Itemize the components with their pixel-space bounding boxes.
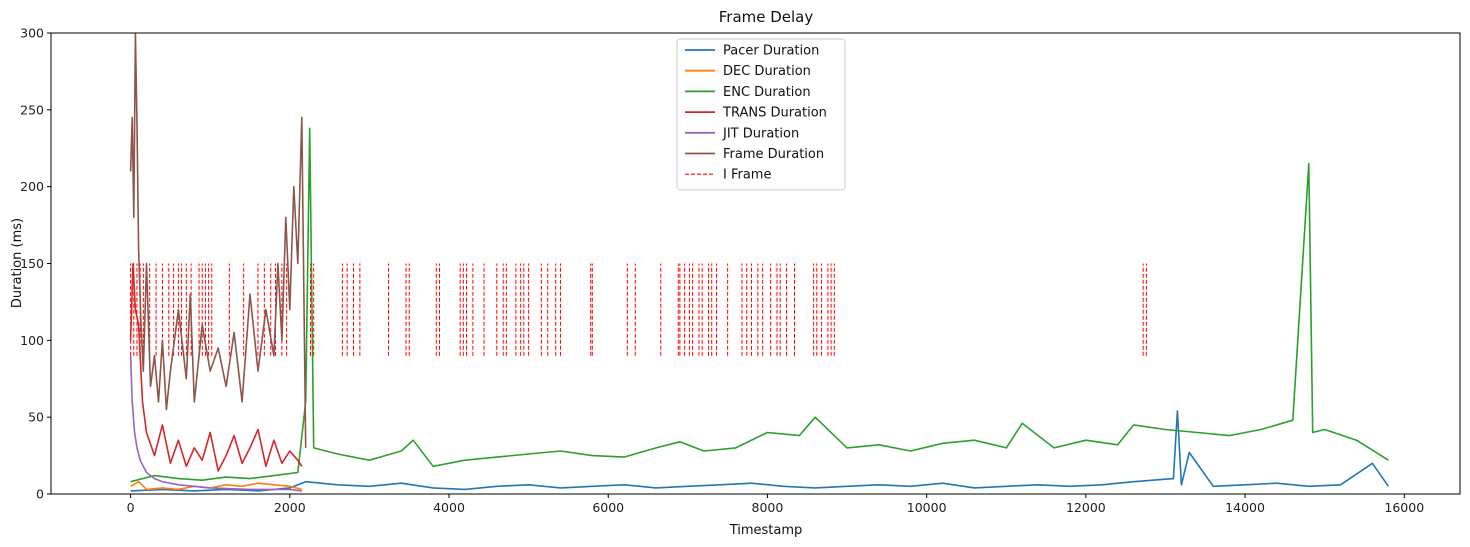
legend-label-4: JIT Duration [722,126,799,141]
x-tick-label-8: 16000 [1384,500,1424,515]
y-axis-label: Duration (ms) [10,218,25,308]
series-line-trans-duration [129,262,303,472]
legend-label-3: TRANS Duration [722,106,827,121]
y-axis: 0 50 100 150 200 250 300 [20,26,51,502]
x-tick-label-1: 2000 [274,500,306,515]
y-tick-label-3: 150 [20,256,44,271]
y-tick-label-4: 200 [20,179,44,194]
y-tick-label-1: 50 [28,410,44,425]
x-tick-label-0: 0 [127,500,135,515]
x-axis-label: Timestamp [729,523,803,538]
legend-label-5: Frame Duration [723,147,824,162]
y-tick-label-0: 0 [36,487,44,502]
legend: Pacer Duration DEC Duration ENC Duration TR… [676,38,846,191]
plot-area [129,33,1390,492]
x-tick-label-3: 6000 [592,500,624,515]
series-line-pacer-duration [130,410,1390,492]
series-line-jit-duration [129,355,302,492]
chart-title: Frame Delay [719,8,814,26]
legend-label-0: Pacer Duration [723,44,819,59]
legend-label-1: DEC Duration [723,64,811,79]
x-axis: 0 2000 4000 6000 8000 10000 12000 14000 16000 [127,494,1424,515]
legend-box [676,38,846,191]
series-line-enc-duration [130,127,1389,483]
x-tick-label-5: 10000 [907,500,947,515]
x-tick-label-2: 4000 [433,500,465,515]
x-tick-label-6: 12000 [1066,500,1106,515]
legend-label-6: I Frame [723,168,771,183]
y-tick-label-6: 300 [20,26,44,41]
legend-label-2: ENC Duration [723,85,811,100]
x-tick-label-4: 8000 [752,500,784,515]
y-tick-label-2: 100 [20,333,44,348]
series-line-frame-duration [129,33,307,448]
x-tick-label-7: 14000 [1225,500,1265,515]
y-tick-label-5: 250 [20,102,44,117]
